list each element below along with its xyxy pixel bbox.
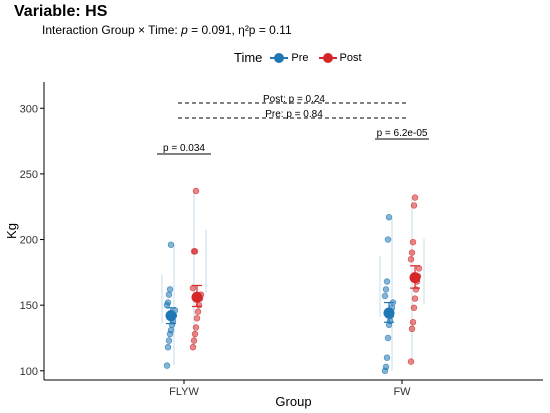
- data-point: [411, 194, 419, 201]
- data-point: [192, 187, 200, 195]
- y-tick-label: 200: [20, 235, 38, 247]
- legend: Time Pre Post: [234, 50, 372, 65]
- data-point: [382, 363, 390, 371]
- data-point: [384, 236, 392, 243]
- mean-point: [165, 310, 177, 322]
- subtitle-p-symbol: p: [181, 23, 188, 37]
- data-point: [193, 315, 201, 322]
- y-tick-label: 150: [20, 300, 38, 312]
- data-point: [410, 304, 418, 311]
- data-point: [407, 358, 415, 365]
- data-point: [408, 325, 416, 333]
- legend-title: Time: [234, 50, 263, 65]
- within-test-label: p = 6.2e-05: [377, 128, 428, 139]
- x-tick-label: FLYW: [169, 386, 199, 398]
- data-point: [165, 337, 173, 344]
- data-point: [385, 214, 393, 221]
- legend-label-pre: Pre: [291, 51, 309, 64]
- data-point: [386, 317, 394, 325]
- legend-key-post: [318, 52, 337, 64]
- data-point: [164, 299, 172, 306]
- data-point: [408, 249, 416, 256]
- data-point: [167, 241, 175, 248]
- subtitle-post: = 0.091, η²p = 0.11: [187, 23, 292, 37]
- data-point: [164, 343, 172, 351]
- legend-key-pre: [270, 52, 289, 64]
- data-point: [189, 343, 197, 351]
- data-point: [194, 308, 202, 315]
- data-point: [381, 292, 389, 300]
- chart-subtitle: Interaction Group × Time: p = 0.091, η²p…: [42, 23, 292, 37]
- data-point: [383, 278, 391, 285]
- subtitle-pre: Interaction Group × Time:: [42, 23, 182, 37]
- data-point: [384, 334, 392, 342]
- data-point: [409, 238, 417, 246]
- data-point: [411, 295, 419, 302]
- between-test-label: Pre: p = 0.84: [265, 109, 323, 120]
- data-point: [192, 324, 200, 331]
- data-point: [191, 330, 199, 338]
- data-point: [163, 362, 171, 369]
- y-tick-label: 250: [20, 169, 38, 181]
- y-axis-title: Kg: [4, 223, 19, 239]
- chart-title: Variable: HS: [14, 3, 108, 20]
- data-point: [409, 319, 417, 326]
- y-tick-label: 300: [20, 103, 38, 115]
- between-test-label: Post: p = 0.24: [263, 94, 325, 105]
- mean-point: [383, 307, 395, 319]
- legend-label-post: Post: [339, 51, 362, 64]
- within-test-label: p = 0.034: [163, 143, 205, 154]
- data-point: [412, 286, 420, 293]
- data-point: [407, 256, 415, 263]
- x-tick-label: FW: [393, 386, 411, 398]
- y-tick-label: 100: [20, 366, 38, 378]
- data-point: [382, 286, 390, 293]
- data-point: [410, 202, 418, 209]
- data-point: [191, 248, 199, 255]
- data-point: [166, 286, 174, 293]
- x-axis-title: Group: [275, 394, 311, 409]
- data-point: [383, 354, 391, 361]
- mean-point: [191, 291, 203, 303]
- data-point: [190, 337, 198, 344]
- mean-point: [409, 272, 421, 284]
- data-point: [165, 291, 173, 298]
- data-point: [167, 326, 175, 334]
